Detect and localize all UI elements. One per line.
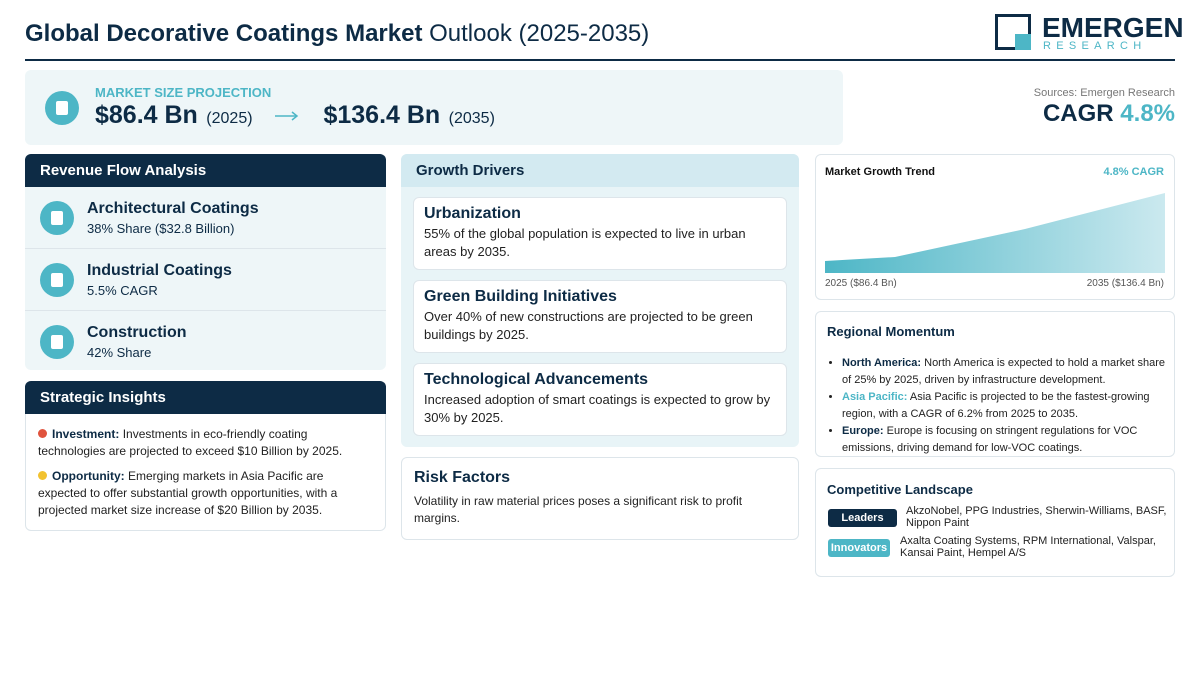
insight-icon <box>38 429 47 438</box>
drivers-list: Urbanization 55% of the global population… <box>401 197 799 436</box>
driver-text: Increased adoption of smart coatings is … <box>424 392 771 425</box>
regional-title: Regional Momentum <box>827 324 955 339</box>
driver-card: Green Building Initiatives Over 40% of ne… <box>413 280 787 353</box>
driver-card: Technological Advancements Increased adop… <box>413 363 787 436</box>
icon <box>40 263 74 297</box>
region-name: Europe: <box>842 425 884 437</box>
insights-card: Strategic Insights Investment: Investmen… <box>25 381 386 531</box>
competitive-title: Competitive Landscape <box>827 482 973 497</box>
start-year: (2025) <box>206 110 253 127</box>
competitive-row: Innovators Axalta Coating Systems, RPM In… <box>816 535 1176 569</box>
insights-title: Strategic Insights <box>25 381 386 414</box>
icon-glyph <box>51 273 63 287</box>
trend-title: Market Growth Trend <box>825 166 936 178</box>
insight-text: Investments in eco-friendly coating tech… <box>38 427 343 458</box>
revenue-detail: 5.5% CAGR <box>87 283 158 298</box>
start-value: $86.4 Bn <box>95 101 198 129</box>
insight: Opportunity: Emerging markets in Asia Pa… <box>38 468 373 519</box>
risk-card: Risk Factors Volatility in raw material … <box>401 457 799 540</box>
end-year: (2035) <box>448 110 495 127</box>
trend-badge: 4.8% CAGR <box>1103 166 1164 178</box>
driver-title: Green Building Initiatives <box>424 288 617 305</box>
insight: Investment: Investments in eco-friendly … <box>38 426 373 460</box>
trend-card: Market Growth Trend 4.8% CAGR 2025 ($86.… <box>815 154 1175 300</box>
insight-label: Opportunity: <box>52 469 125 483</box>
trend-area <box>825 193 1165 273</box>
revenue-detail: 42% Share <box>87 345 152 360</box>
revenue-detail: 38% Share ($32.8 Billion) <box>87 221 235 236</box>
driver-text: 55% of the global population is expected… <box>424 226 746 259</box>
competitive-tag: Innovators <box>828 539 890 557</box>
projection-icon <box>45 91 79 125</box>
insight-text: Emerging markets in Asia Pacific are exp… <box>38 469 338 517</box>
region-item: Asia Pacific: Asia Pacific is projected … <box>842 389 1172 423</box>
logo-main: EMERGEN <box>1042 12 1184 43</box>
logo-sub: RESEARCH <box>1043 40 1147 52</box>
trend-end: 2035 ($136.4 Bn) <box>1086 278 1164 289</box>
trend-start: 2025 ($86.4 Bn) <box>825 278 897 289</box>
icon <box>40 325 74 359</box>
regional-card: Regional Momentum North America: North A… <box>815 311 1175 457</box>
cagr-label: CAGR <box>1042 100 1114 127</box>
driver-title: Urbanization <box>424 205 521 222</box>
revenue-title: Revenue Flow Analysis <box>25 154 386 187</box>
driver-text: Over 40% of new constructions are projec… <box>424 309 753 342</box>
logo-mark <box>995 14 1031 50</box>
logo-accent <box>1015 34 1031 50</box>
region-text: Europe is focusing on stringent regulati… <box>842 425 1138 454</box>
projection-box: MARKET SIZE PROJECTION $86.4 Bn (2025) $… <box>25 70 843 145</box>
region-name: North America: <box>842 357 922 369</box>
projection-label: MARKET SIZE PROJECTION <box>95 85 272 100</box>
drivers-card: Growth Drivers Urbanization 55% of the gl… <box>401 154 799 447</box>
driver-card: Urbanization 55% of the global population… <box>413 197 787 270</box>
insight-label: Investment: <box>52 427 120 441</box>
revenue-name: Industrial Coatings <box>87 262 232 279</box>
insight-icon <box>38 471 47 480</box>
revenue-list: Architectural Coatings 38% Share ($32.8 B… <box>25 187 386 372</box>
competitive-row: Leaders AkzoNobel, PPG Industries, Sherwi… <box>816 505 1176 539</box>
region-text: Asia Pacific is projected to be the fast… <box>842 391 1150 420</box>
region-item: North America: North America is expected… <box>842 355 1172 389</box>
cagr-value: 4.8% <box>1120 100 1175 127</box>
competitive-companies: Axalta Coating Systems, RPM Internationa… <box>900 535 1156 559</box>
region-item: Europe: Europe is focusing on stringent … <box>842 423 1172 457</box>
region-name: Asia Pacific: <box>842 391 908 403</box>
insights-list: Investment: Investments in eco-friendly … <box>26 426 385 519</box>
title-rule <box>25 59 1175 61</box>
competitive-companies: AkzoNobel, PPG Industries, Sherwin-Willi… <box>906 505 1167 529</box>
competitive-card: Competitive Landscape Leaders AkzoNobel, … <box>815 468 1175 577</box>
sources: Sources: Emergen Research <box>1033 87 1175 99</box>
region-text: North America is expected to hold a mark… <box>842 357 1166 386</box>
title-bold: Global Decorative Coatings Market <box>25 20 423 47</box>
projection-values: $86.4 Bn (2025) $136.4 Bn (2035) <box>95 101 495 130</box>
revenue-card: Revenue Flow Analysis Architectural Coat… <box>25 154 386 370</box>
drivers-title: Growth Drivers <box>401 154 799 187</box>
icon-glyph <box>51 211 63 225</box>
title-rest: Outlook (2025-2035) <box>429 20 650 47</box>
revenue-name: Construction <box>87 324 187 341</box>
cagr: CAGR 4.8% <box>1043 100 1175 128</box>
risk-text: Volatility in raw material prices poses … <box>414 494 743 525</box>
risk-title: Risk Factors <box>414 469 511 486</box>
revenue-row: Industrial Coatings 5.5% CAGR <box>25 249 386 311</box>
icon <box>40 201 74 235</box>
end-value: $136.4 Bn <box>323 101 441 129</box>
title: Global Decorative Coatings Market Outloo… <box>25 20 649 48</box>
competitive-list: Leaders AkzoNobel, PPG Industries, Sherwi… <box>816 505 1176 569</box>
arrow <box>275 111 299 121</box>
competitive-tag: Leaders <box>828 509 897 527</box>
icon-glyph <box>51 335 63 349</box>
driver-title: Technological Advancements <box>424 371 649 388</box>
regional-list: North America: North America is expected… <box>816 355 1172 457</box>
revenue-name: Architectural Coatings <box>87 200 259 217</box>
revenue-row: Construction 42% Share <box>25 311 386 372</box>
revenue-row: Architectural Coatings 38% Share ($32.8 B… <box>25 187 386 249</box>
